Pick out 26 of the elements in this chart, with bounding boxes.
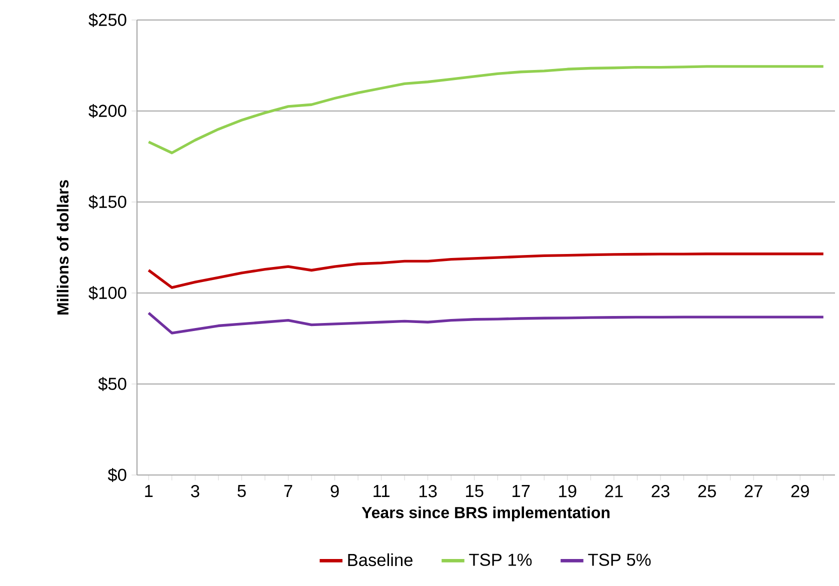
y-axis-title: Millions of dollars [56,180,69,314]
x-tick-label: 27 [744,485,762,498]
x-tick-label: 7 [284,485,292,497]
x-tick-label: 11 [374,485,390,497]
y-tick-label: $150 [88,194,126,210]
x-tick-label: 15 [466,485,484,498]
y-tick-label: $200 [88,104,126,118]
legend-label: Baseline [348,553,412,566]
y-tick-label: $0 [108,468,126,482]
legend-label: TSP 5% [588,554,651,566]
x-tick-label: 3 [191,485,200,498]
x-tick-label: 25 [698,485,716,498]
x-tick-label: 19 [559,485,576,498]
y-tick-label: $100 [88,286,126,300]
x-tick-label: 21 [605,485,623,498]
legend-label: TSP 1% [469,554,532,566]
x-tick-label: 5 [238,485,246,498]
y-tick-label: $50 [98,376,126,392]
x-tick-label: 29 [791,485,809,498]
x-tick-label: 13 [420,485,437,498]
x-tick-label: 9 [330,485,339,498]
x-tick-label: 1 [145,485,153,497]
x-axis-title: Years since BRS implementation [362,506,610,522]
x-tick-label: 23 [652,485,670,498]
x-tick-label: 17 [512,485,530,497]
y-tick-label: $250 [88,12,126,28]
